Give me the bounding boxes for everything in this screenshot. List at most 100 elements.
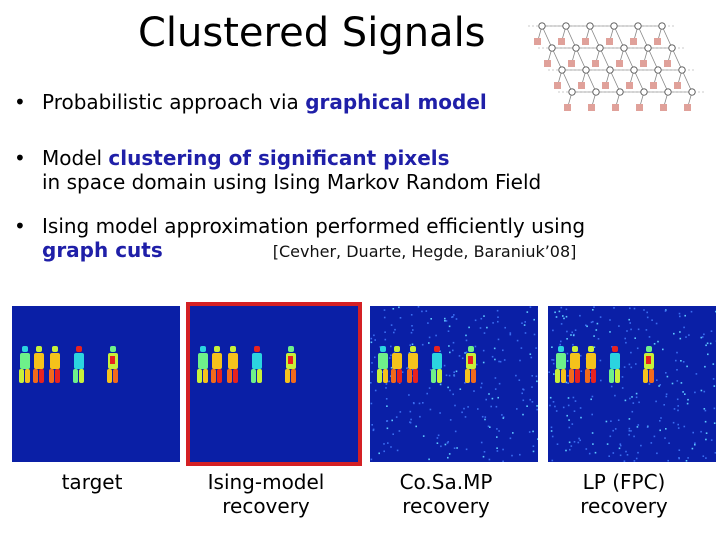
observation-node — [578, 82, 585, 89]
caption-line: recovery — [580, 494, 668, 518]
observation-node — [544, 60, 551, 67]
caption-ising: Ising-model recovery — [176, 470, 356, 518]
pedestrian-blob — [19, 346, 30, 383]
caption-lp: LP (FPC) recovery — [534, 470, 714, 518]
ising-recovery-image — [186, 302, 362, 466]
observation-node — [630, 38, 637, 45]
caption-line: recovery — [222, 494, 310, 518]
cosamp-recovery-image — [370, 306, 538, 462]
hidden-node — [606, 66, 614, 74]
caption-line: LP (FPC) — [582, 470, 666, 494]
observation-node — [564, 104, 571, 111]
target-image — [12, 306, 180, 462]
bullet-3-highlight: graph cuts — [42, 238, 163, 262]
observation-node — [684, 104, 691, 111]
pedestrian-blob — [407, 346, 418, 383]
observation-node — [554, 82, 561, 89]
hidden-node — [678, 66, 686, 74]
observation-node — [650, 82, 657, 89]
pedestrian-blob — [197, 346, 208, 383]
bullet-dot: • — [14, 90, 26, 114]
hidden-node — [688, 88, 696, 96]
hidden-node — [586, 22, 594, 30]
hidden-node — [538, 22, 546, 30]
observation-node — [558, 38, 565, 45]
bullet-2-line2: in space domain using Ising Markov Rando… — [42, 170, 542, 194]
observation-node — [588, 104, 595, 111]
pedestrian-blob — [569, 346, 580, 383]
observation-node — [660, 104, 667, 111]
observation-node — [534, 38, 541, 45]
bullet-3-text: Ising model approximation performed effi… — [42, 214, 586, 238]
pedestrian-blob — [251, 346, 262, 383]
bullet-2-highlight: clustering of significant pixels — [108, 146, 450, 170]
caption-target: target — [2, 470, 182, 494]
hidden-node — [610, 22, 618, 30]
hidden-node — [654, 66, 662, 74]
observation-node — [568, 60, 575, 67]
hidden-node — [658, 22, 666, 30]
pedestrian-blob — [107, 346, 118, 383]
hidden-node — [562, 22, 570, 30]
observation-node — [606, 38, 613, 45]
pedestrian-blob — [211, 346, 222, 383]
observation-node — [612, 104, 619, 111]
hidden-node — [644, 44, 652, 52]
pedestrian-blob — [33, 346, 44, 383]
bullet-1-highlight: graphical model — [305, 90, 487, 114]
slide-title: Clustered Signals — [138, 10, 486, 56]
pedestrian-blob — [465, 346, 476, 383]
pedestrian-blob — [73, 346, 84, 383]
caption-line: Co.Sa.MP — [399, 470, 493, 494]
pedestrian-blob — [285, 346, 296, 383]
pedestrian-blob — [555, 346, 566, 383]
hidden-node — [592, 88, 600, 96]
caption-cosamp: Co.Sa.MP recovery — [356, 470, 536, 518]
pedestrian-blob — [49, 346, 60, 383]
observation-node — [582, 38, 589, 45]
caption-line: target — [61, 470, 123, 494]
hidden-node — [558, 66, 566, 74]
pedestrian-blob — [391, 346, 402, 383]
observation-node — [592, 60, 599, 67]
pedestrian-blob — [585, 346, 596, 383]
observation-node — [616, 60, 623, 67]
hidden-node — [668, 44, 676, 52]
bullet-1: • Probabilistic approach via graphical mo… — [14, 90, 487, 114]
observation-node — [602, 82, 609, 89]
ising-graph-illustration — [528, 22, 706, 111]
bullet-dot: • — [14, 214, 26, 238]
citation: [Cevher, Duarte, Hegde, Baraniuk’08] — [272, 242, 577, 261]
bullet-3-line2: graph cuts [Cevher, Duarte, Hegde, Barani… — [14, 238, 585, 264]
bullet-2: • Model clustering of significant pixels … — [14, 146, 541, 194]
hidden-node — [568, 88, 576, 96]
hidden-node — [572, 44, 580, 52]
caption-line: Ising-model — [207, 470, 325, 494]
bullet-3: • Ising model approximation performed eff… — [14, 214, 585, 264]
bullet-dot: • — [14, 146, 26, 170]
hidden-node — [616, 88, 624, 96]
hidden-node — [640, 88, 648, 96]
pedestrian-blob — [643, 346, 654, 383]
observation-node — [664, 60, 671, 67]
pedestrian-blob — [377, 346, 388, 383]
hidden-node — [664, 88, 672, 96]
observation-node — [636, 104, 643, 111]
hidden-node — [630, 66, 638, 74]
pedestrian-blob — [227, 346, 238, 383]
observation-node — [674, 82, 681, 89]
hidden-node — [634, 22, 642, 30]
hidden-node — [620, 44, 628, 52]
pedestrian-blob — [431, 346, 442, 383]
bullet-1-text: Probabilistic approach via — [42, 90, 306, 114]
caption-line: recovery — [402, 494, 490, 518]
hidden-node — [596, 44, 604, 52]
observation-node — [626, 82, 633, 89]
bullet-2-text: Model — [42, 146, 109, 170]
observation-node — [640, 60, 647, 67]
lp-fpc-recovery-image — [548, 306, 716, 462]
hidden-node — [582, 66, 590, 74]
pedestrian-blob — [609, 346, 620, 383]
observation-node — [654, 38, 661, 45]
hidden-node — [548, 44, 556, 52]
